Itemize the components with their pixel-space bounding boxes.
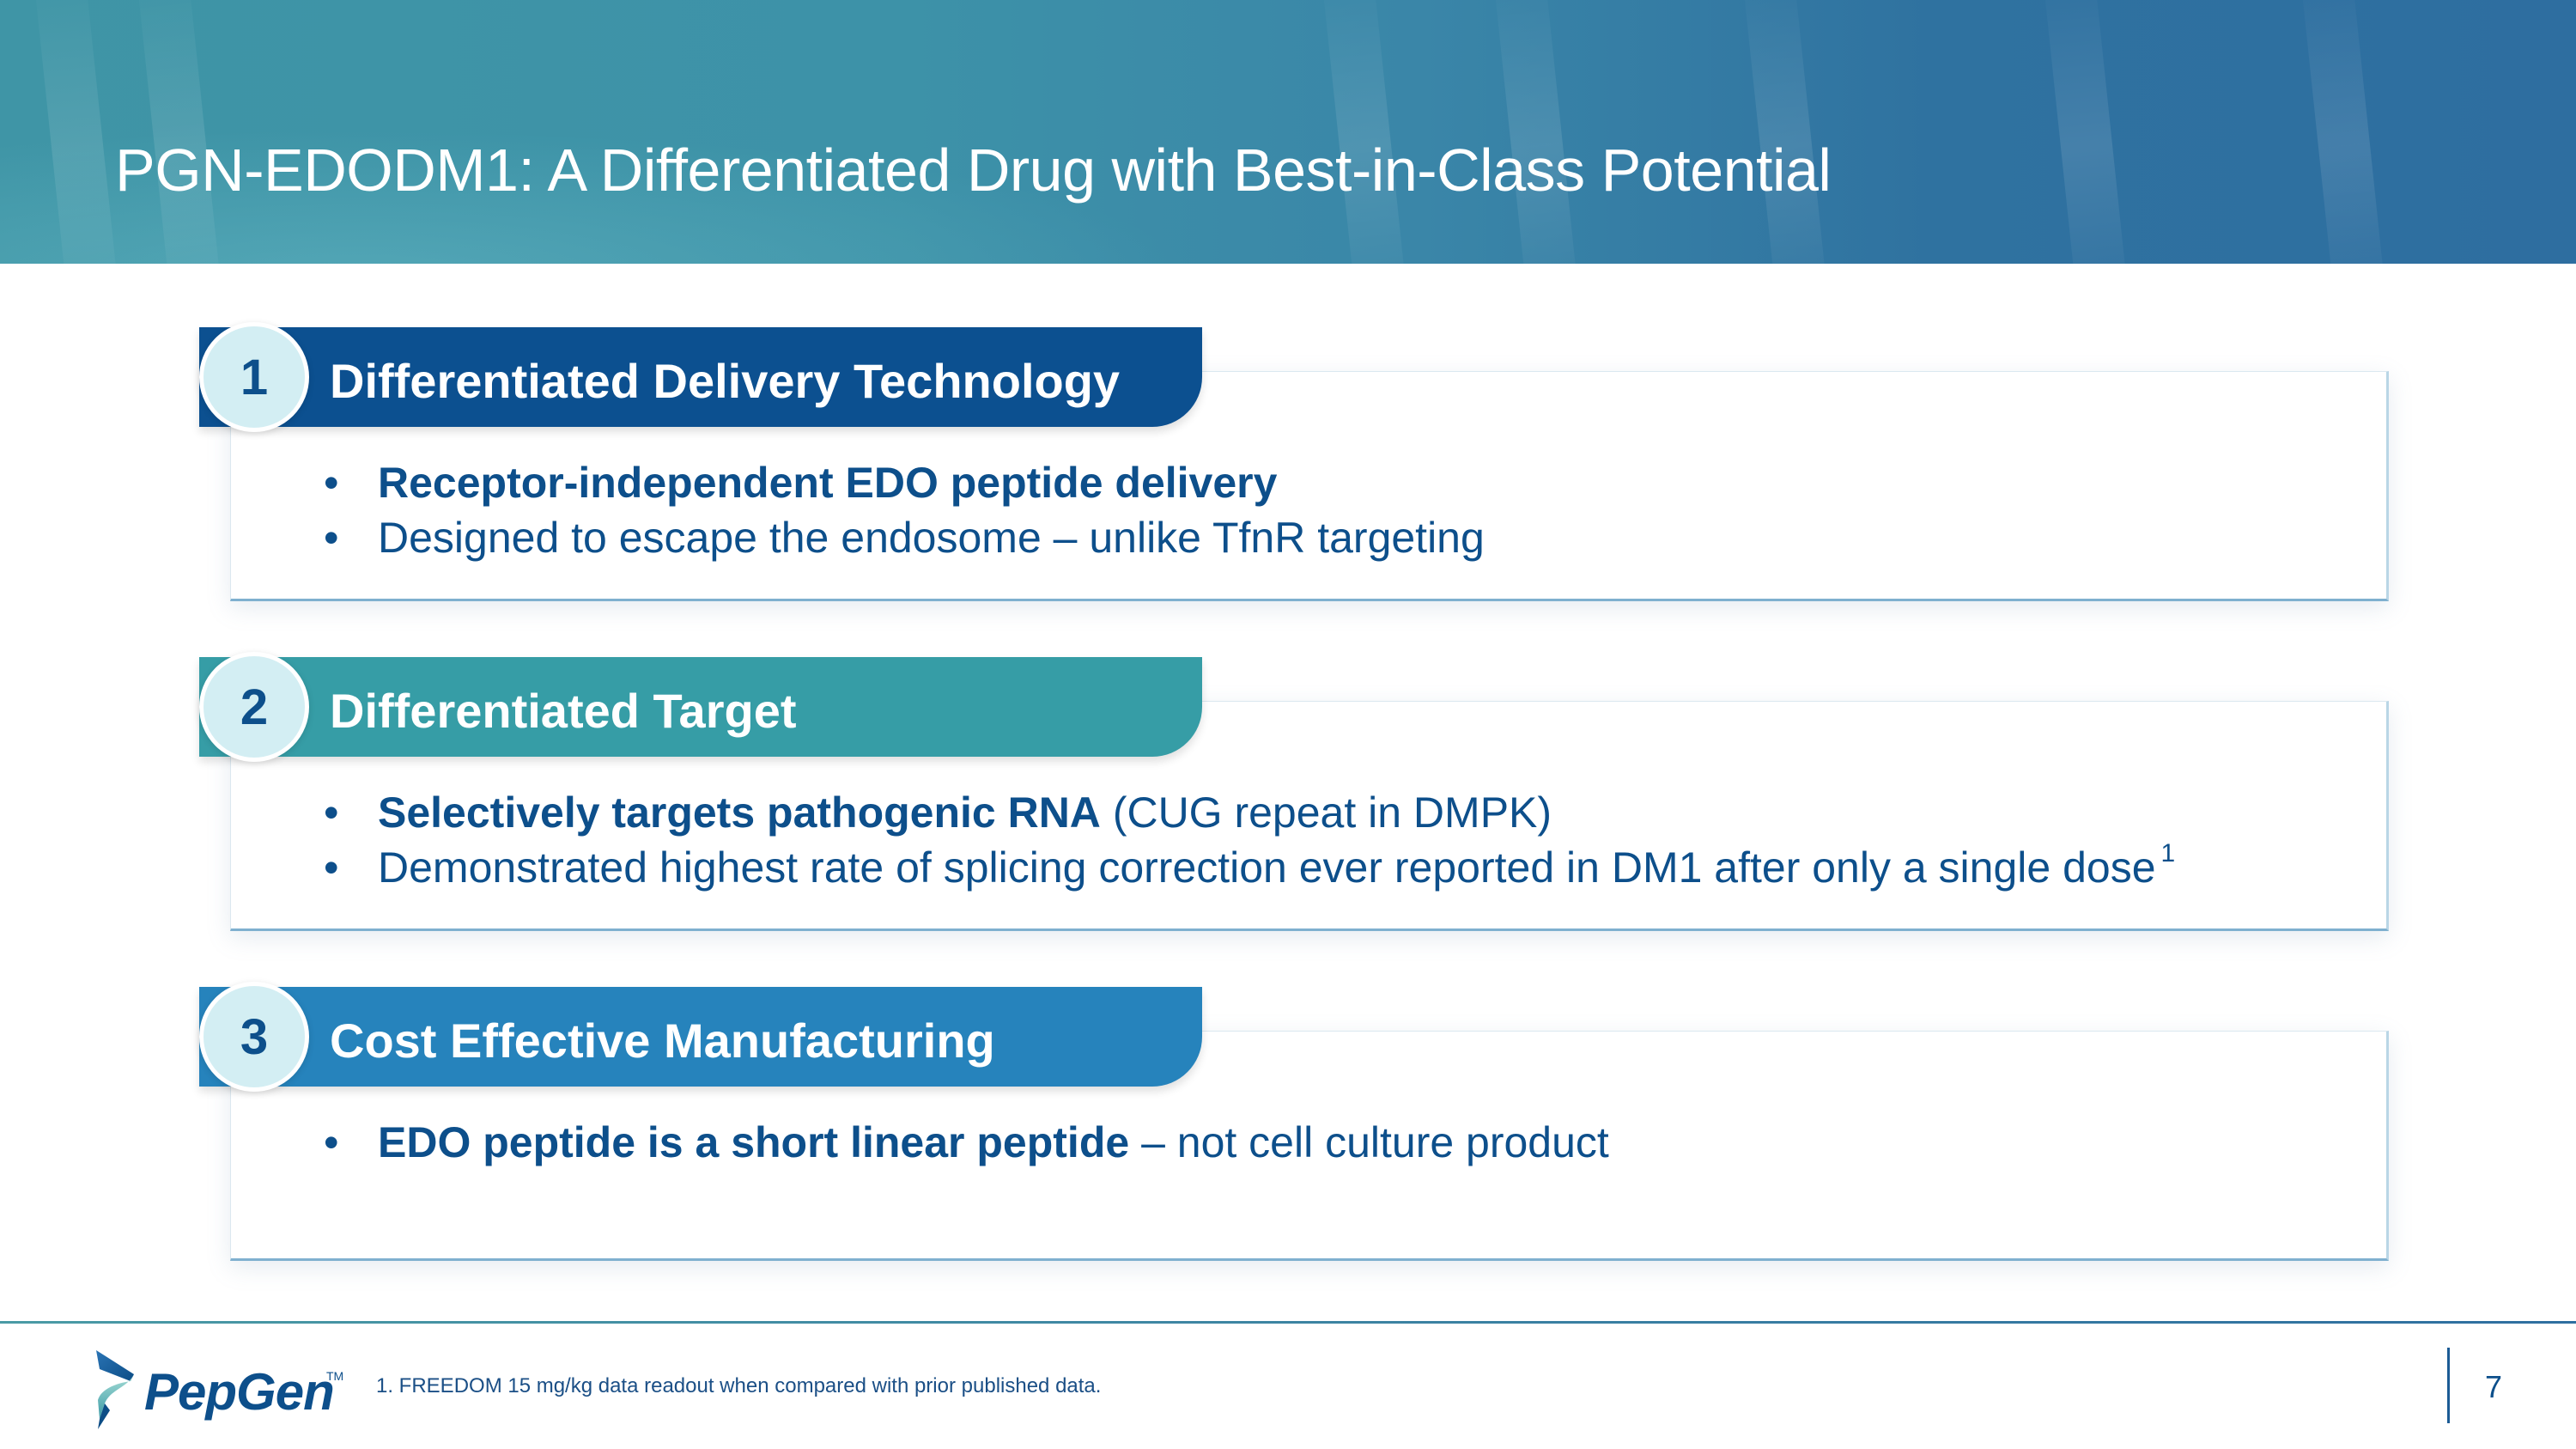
logo-wordmark: PepGen bbox=[144, 1363, 335, 1421]
card-header-pill: Differentiated Target bbox=[199, 657, 1202, 757]
page-title: PGN-EDODM1: A Differentiated Drug with B… bbox=[115, 137, 1832, 204]
footnote: 1. FREEDOM 15 mg/kg data readout when co… bbox=[376, 1374, 1102, 1397]
pepgen-logo: PepGen TM bbox=[93, 1350, 344, 1429]
bullet-icon: • bbox=[324, 459, 339, 507]
header-streak bbox=[2300, 0, 2389, 264]
number-badge: 2 bbox=[199, 652, 309, 762]
card-title: Differentiated Target bbox=[330, 684, 797, 738]
header-glow bbox=[0, 129, 1202, 264]
bullet-text: Designed to escape the endosome – unlike… bbox=[378, 514, 1485, 562]
footnote-ref: 1 bbox=[2160, 839, 2176, 868]
bullet-bold-text: Selectively targets pathogenic RNA bbox=[378, 788, 1101, 837]
card-body bbox=[230, 1031, 2389, 1261]
bullet-bold-text: EDO peptide is a short linear peptide bbox=[378, 1118, 1130, 1166]
bullet-bold-text: Receptor-independent EDO peptide deliver… bbox=[378, 459, 1278, 507]
logo-trademark: TM bbox=[326, 1369, 344, 1383]
bullet-text: Demonstrated highest rate of splicing co… bbox=[378, 843, 2156, 892]
card-header-pill: Differentiated Delivery Technology bbox=[199, 327, 1202, 427]
card-delivery-technology: Differentiated Delivery Technology 1 • R… bbox=[199, 322, 2389, 611]
header-streak bbox=[1741, 0, 1831, 264]
header-streak bbox=[1492, 0, 1582, 264]
number-badge: 3 bbox=[199, 982, 309, 1092]
bullet-icon: • bbox=[324, 788, 339, 837]
header-band: PGN-EDODM1: A Differentiated Drug with B… bbox=[0, 0, 2576, 264]
bullet-text: (CUG repeat in DMPK) bbox=[1100, 788, 1552, 837]
card-header-pill: Cost Effective Manufacturing bbox=[199, 987, 1202, 1087]
pepgen-mark-icon bbox=[96, 1350, 134, 1429]
bullet-icon: • bbox=[324, 1118, 339, 1166]
bullet-icon: • bbox=[324, 514, 339, 562]
card-title: Cost Effective Manufacturing bbox=[330, 1014, 995, 1068]
card-cost-effective-manufacturing: Cost Effective Manufacturing 3 • EDO pep… bbox=[199, 982, 2389, 1270]
card-title: Differentiated Delivery Technology bbox=[330, 354, 1121, 408]
page-number-divider bbox=[2447, 1348, 2450, 1423]
page-number: 7 bbox=[2485, 1369, 2503, 1404]
footer-divider-line bbox=[0, 1321, 2576, 1324]
bullet-text: – not cell culture product bbox=[1129, 1118, 1609, 1166]
number-badge: 1 bbox=[199, 322, 309, 432]
card-differentiated-target: Differentiated Target 2 • Selectively ta… bbox=[199, 652, 2389, 941]
header-streak bbox=[2042, 0, 2131, 264]
bullet-icon: • bbox=[324, 843, 339, 892]
header-streak bbox=[1321, 0, 1410, 264]
